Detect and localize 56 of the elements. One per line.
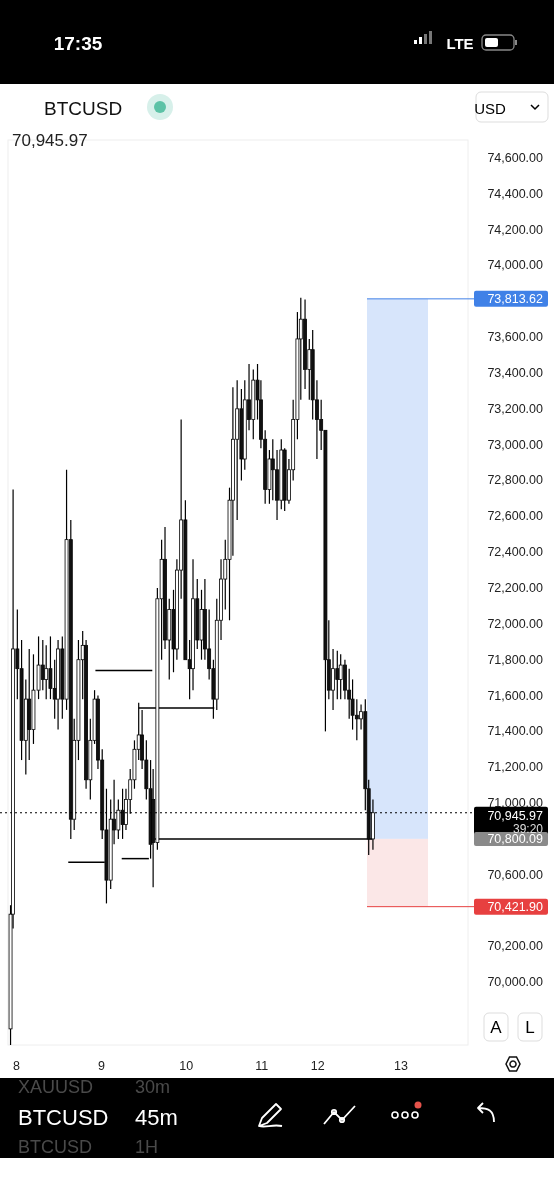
candlestick [303,298,307,390]
y-tick-label: 70,200.00 [487,939,544,954]
candlestick [84,639,88,790]
y-tick-label: 73,600.00 [487,330,544,345]
ref-line-label: 70,945.97 [487,808,544,823]
text: L [525,1017,535,1037]
candlestick [27,648,32,761]
y-tick-label: 73,000.00 [487,437,544,452]
x-tick-label: 13 [394,1059,408,1073]
y-tick-label: 73,400.00 [487,365,544,380]
candlestick [191,558,195,691]
x-tick-label: 12 [310,1059,325,1073]
y-tick-label: 72,400.00 [487,545,544,560]
y-tick-label: 74,200.00 [487,222,544,237]
text: 17:35 [53,32,103,54]
y-tick-label: 74,400.00 [487,186,544,201]
text: BTCUSD [18,1137,93,1157]
y-tick-label: 70,600.00 [487,867,544,882]
text: 1H [135,1137,159,1157]
y-tick-label: 70,000.00 [487,975,544,990]
y-tick-label: 74,000.00 [487,258,544,273]
text: BTCUSD [18,1104,109,1130]
y-tick-label: 73,200.00 [487,401,544,416]
candlestick [56,639,60,731]
y-tick-label: 72,600.00 [487,509,544,524]
candlestick [199,589,204,661]
y-tick-label: 72,200.00 [487,581,544,596]
chart-title: BTCUSD [44,97,123,119]
band-label: 70,421.90 [487,899,544,914]
y-tick-label: 72,800.00 [487,473,544,488]
band-label: 73,813.62 [487,291,544,306]
text: XAUUSD [18,1077,94,1097]
y-tick-label: 71,000.00 [487,796,544,811]
candlestick [343,659,347,700]
x-tick-label: 8 [13,1059,21,1073]
y-tick-label: 71,600.00 [487,688,544,703]
candlestick [235,379,240,521]
text: USD [474,99,506,117]
candlestick [231,386,235,557]
y-tick-label: 74,600.00 [487,150,544,165]
y-tick-label: 71,200.00 [487,760,544,775]
text: 45m [135,1104,178,1130]
x-tick-label: 10 [179,1059,194,1073]
chart-subtitle: 70,945.97 [12,130,88,150]
x-tick-label: 11 [255,1059,269,1073]
text: A [490,1017,503,1037]
text: 30m [135,1077,171,1097]
y-tick-label: 71,400.00 [487,724,544,739]
candlestick [19,639,24,761]
candlestick [347,668,352,720]
y-tick-label: 71,800.00 [487,652,544,667]
candlestick [331,648,335,711]
text: LTE [446,34,474,52]
y-tick-label: 72,000.00 [487,616,544,631]
x-tick-label: 9 [97,1059,105,1073]
candlestick [275,449,279,521]
